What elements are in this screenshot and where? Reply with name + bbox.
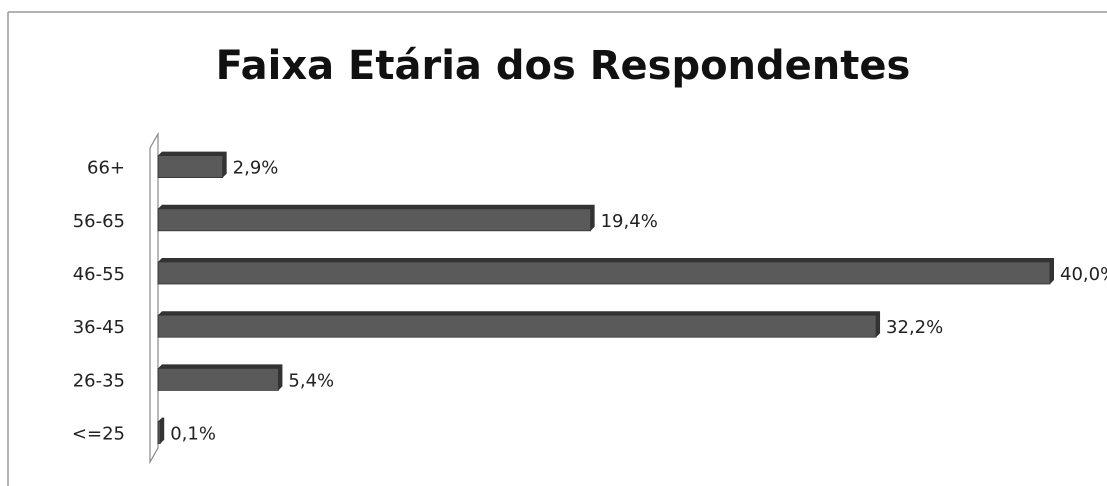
bar (157, 367, 279, 391)
bar (157, 155, 224, 179)
y-tick-label: <=25 (72, 424, 125, 445)
axis-wall (149, 131, 159, 465)
bar (157, 314, 877, 338)
chart-title: Faixa Etária dos Respondentes (216, 43, 911, 89)
y-tick-label: 66+ (87, 158, 125, 179)
y-tick-label: 56-65 (73, 211, 125, 232)
y-tick-label: 46-55 (73, 264, 125, 285)
bar (157, 421, 161, 445)
bar (157, 261, 1051, 285)
value-label: 40,0% (1060, 264, 1107, 285)
value-label: 0,1% (170, 424, 216, 445)
value-label: 19,4% (601, 211, 658, 232)
value-label: 2,9% (233, 158, 279, 179)
y-tick-label: 26-35 (73, 370, 125, 391)
value-label: 32,2% (886, 317, 943, 338)
y-tick-label: 36-45 (73, 317, 125, 338)
bar (157, 208, 592, 232)
value-label: 5,4% (288, 370, 334, 391)
